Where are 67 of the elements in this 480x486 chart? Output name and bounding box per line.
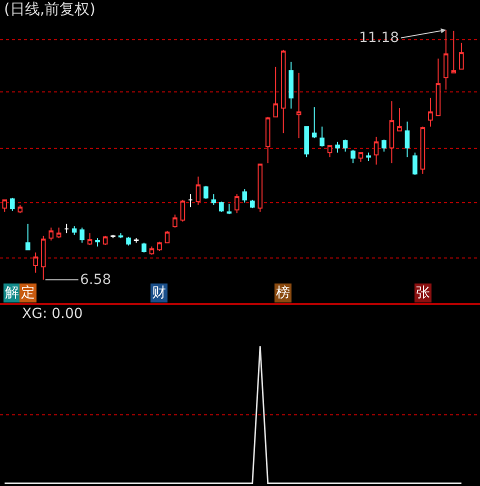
candlestick (327, 145, 332, 158)
text: 定 (21, 285, 35, 301)
candlestick (273, 66, 278, 118)
candlestick (234, 194, 240, 214)
candlestick (320, 126, 324, 148)
candlestick (342, 139, 348, 152)
candlestick (296, 72, 302, 139)
candlestick (288, 61, 294, 110)
chart-title: (日线,前复权) (4, 0, 96, 18)
candlestick (258, 164, 263, 212)
candlestick (180, 199, 186, 222)
text: 榜 (276, 285, 290, 301)
candlestick (304, 126, 309, 158)
candlestick (56, 227, 62, 239)
text: 张 (416, 285, 430, 301)
candlestick (335, 141, 340, 154)
candlestick (33, 252, 38, 274)
candlestick (265, 116, 270, 164)
candlestick (157, 241, 162, 252)
candlestick (404, 121, 410, 158)
candlestick (350, 149, 356, 164)
candlestick (142, 242, 146, 254)
candlestick (436, 58, 441, 116)
candlestick (280, 49, 286, 134)
annotation: 6.58 (80, 272, 112, 288)
candlestick (64, 223, 69, 234)
candlestick (420, 126, 426, 174)
candlestick (444, 29, 448, 90)
candlestick (48, 227, 54, 242)
candlestick (196, 176, 201, 206)
candlestick (164, 230, 170, 244)
candlestick (87, 232, 92, 246)
candlestick (374, 136, 379, 166)
candlestick (126, 236, 131, 246)
candlestick (428, 97, 433, 128)
candlestick (204, 185, 208, 200)
candlestick (451, 30, 456, 74)
candlestick (397, 108, 402, 132)
candlestick (110, 234, 116, 239)
candlestick (95, 238, 100, 248)
candlestick (211, 194, 216, 206)
candlestick (80, 227, 84, 244)
candlestick (459, 42, 464, 70)
candlestick (312, 106, 317, 139)
candlestick (149, 246, 154, 256)
candlestick (382, 139, 386, 152)
candlestick (172, 214, 178, 228)
candlestick (18, 204, 23, 214)
candlestick (358, 152, 364, 162)
candlestick (40, 235, 46, 280)
candlestick (72, 226, 77, 236)
text: 解 (5, 285, 19, 301)
candlestick (25, 223, 30, 250)
candlestick (10, 197, 15, 212)
annotation: 11.18 (359, 30, 400, 46)
candlestick (366, 152, 371, 162)
candlestick (188, 194, 193, 208)
candlestick (412, 152, 418, 176)
chart-title: XG: 0.00 (22, 306, 83, 322)
candlestick (219, 201, 224, 212)
text: 财 (152, 285, 166, 301)
candlestick (389, 100, 394, 164)
candlestick (118, 232, 124, 239)
candlestick (250, 199, 255, 209)
candlestick (242, 188, 248, 204)
candlestick (226, 203, 232, 215)
candlestick (134, 238, 139, 244)
